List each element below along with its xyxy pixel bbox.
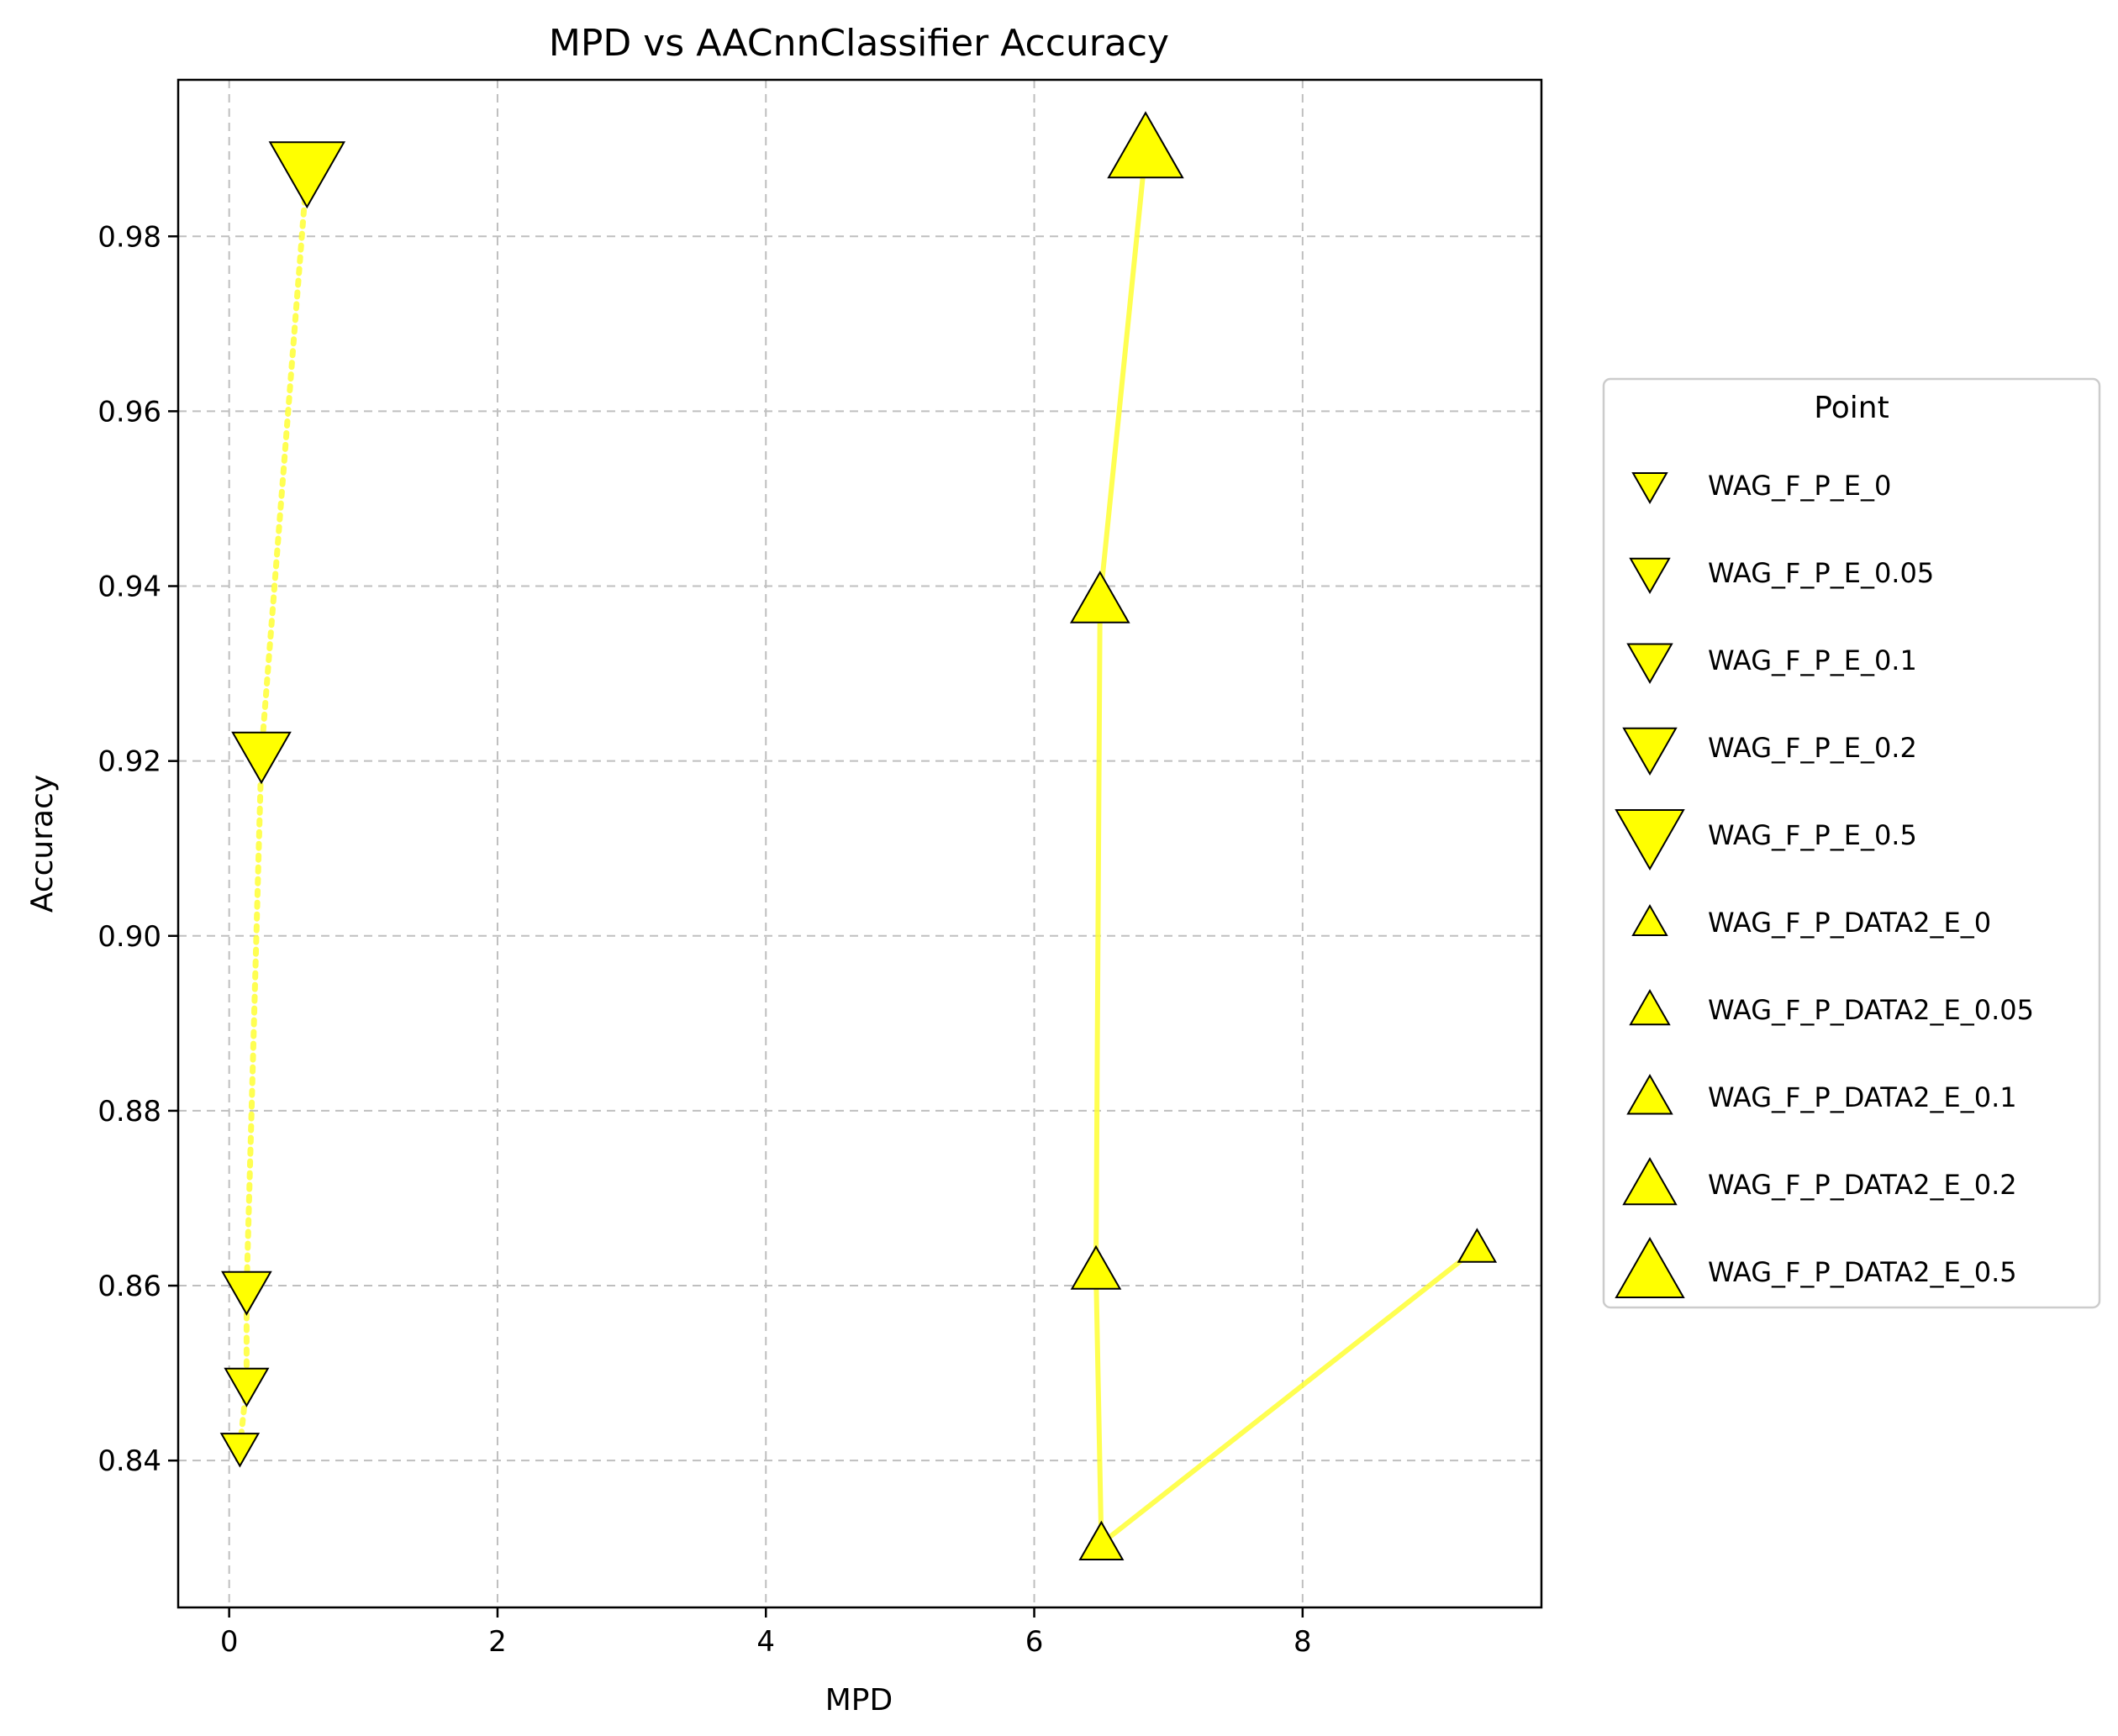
y-tick-label: 0.96: [97, 395, 161, 429]
data-point: [268, 141, 346, 209]
y-axis: 0.84 0.86 0.88 0.90 0.92 0.94 0.96 0.98: [97, 220, 178, 1478]
data-point: [231, 731, 292, 785]
series-line-2: [1093, 149, 1479, 1549]
legend-marker: [1615, 1236, 1685, 1298]
data-point: [219, 1433, 261, 1468]
y-tick-label: 0.86: [97, 1270, 161, 1303]
legend-label: WAG_F_P_E_0.5: [1708, 819, 1917, 851]
legend-marker: [1629, 988, 1671, 1026]
y-tick-label: 0.94: [97, 571, 161, 604]
x-tick-label: 2: [488, 1625, 507, 1659]
x-tick-label: 8: [1293, 1625, 1312, 1659]
legend: Point WAG_F_P_E_0WAG_F_P_E_0.05WAG_F_P_E…: [1602, 377, 2101, 1309]
y-tick-label: 0.88: [97, 1095, 161, 1128]
plot-frame: [176, 78, 1543, 1609]
legend-label: WAG_F_P_E_0.1: [1708, 644, 1917, 676]
x-axis-title: MPD: [825, 1683, 893, 1718]
legend-label: WAG_F_P_E_0.2: [1708, 732, 1917, 764]
legend-marker: [1622, 1156, 1678, 1206]
x-axis: 0 2 4 6 8: [220, 1607, 1312, 1659]
legend-label: WAG_F_P_DATA2_E_0: [1708, 907, 1991, 939]
legend-label: WAG_F_P_DATA2_E_0.05: [1708, 994, 2034, 1026]
data-point: [1457, 1228, 1498, 1263]
y-tick-label: 0.90: [97, 920, 161, 954]
x-tick-label: 4: [756, 1625, 775, 1659]
y-tick-label: 0.98: [97, 220, 161, 254]
data-point: [1069, 571, 1130, 623]
y-tick-label: 0.92: [97, 745, 161, 779]
legend-label: WAG_F_P_E_0: [1708, 470, 1891, 502]
grid: [178, 80, 1541, 1607]
legend-marker: [1622, 727, 1678, 776]
series-lines: [236, 149, 1479, 1549]
data-point: [1070, 1244, 1122, 1290]
legend-label: WAG_F_P_DATA2_E_0.1: [1708, 1081, 2017, 1113]
legend-marker: [1629, 557, 1671, 595]
legend-label: WAG_F_P_DATA2_E_0.5: [1708, 1256, 2017, 1288]
x-tick-label: 6: [1025, 1625, 1044, 1659]
legend-marker: [1615, 809, 1685, 871]
data-markers: [219, 111, 1498, 1560]
chart-title: MPD vs AACnnClassifier Accuracy: [549, 22, 1169, 65]
legend-marker: [1626, 1073, 1673, 1115]
legend-title: Point: [1814, 391, 1889, 425]
y-axis-title: Accuracy: [25, 775, 60, 913]
legend-label: WAG_F_P_DATA2_E_0.2: [1708, 1169, 2017, 1201]
data-point: [1107, 111, 1184, 179]
legend-marker: [1631, 472, 1668, 505]
legend-box: [1602, 377, 2101, 1309]
legend-label: WAG_F_P_E_0.05: [1708, 557, 1934, 589]
series-line-1: [236, 166, 310, 1451]
y-tick-label: 0.84: [97, 1444, 161, 1478]
data-point: [221, 1270, 272, 1316]
data-point: [1078, 1520, 1125, 1560]
legend-marker: [1626, 643, 1673, 685]
data-point: [224, 1367, 270, 1407]
legend-items: WAG_F_P_E_0 WAG_F_P_E_0.05 WAG_F_P_E_0.1 WA…: [1615, 470, 2034, 1298]
x-tick-label: 0: [220, 1625, 239, 1659]
legend-marker: [1631, 903, 1668, 936]
